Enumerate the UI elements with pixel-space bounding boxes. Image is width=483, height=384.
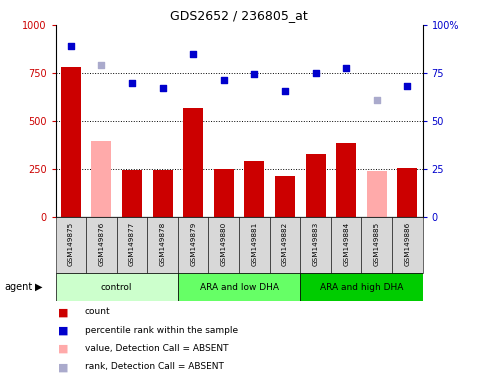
Text: ■: ■ [58,362,69,372]
Bar [306,154,326,217]
Point [128,79,136,86]
Point [373,97,381,103]
Bar [117,217,147,273]
Text: ARA and low DHA: ARA and low DHA [199,283,279,291]
Bar [61,67,81,217]
Text: GSM149882: GSM149882 [282,222,288,266]
Text: percentile rank within the sample: percentile rank within the sample [85,326,238,334]
Point [67,43,75,49]
Text: GSM149877: GSM149877 [129,222,135,266]
Bar [147,217,178,273]
Bar [56,217,86,273]
Point [251,71,258,77]
Text: ■: ■ [58,344,69,354]
Text: GSM149885: GSM149885 [374,222,380,266]
Bar [178,273,300,301]
Text: ARA and high DHA: ARA and high DHA [320,283,403,291]
Bar [239,217,270,273]
Bar [183,108,203,217]
Text: GSM149875: GSM149875 [68,222,74,266]
Text: GSM149884: GSM149884 [343,222,349,266]
Bar [367,171,387,217]
Point [98,62,105,68]
Point [342,65,350,71]
Point [281,88,289,94]
Bar [361,217,392,273]
Text: ▶: ▶ [35,282,43,292]
Bar [209,217,239,273]
Text: GSM149878: GSM149878 [159,222,166,266]
Bar [392,217,423,273]
Text: GSM149881: GSM149881 [251,222,257,266]
Text: GSM149880: GSM149880 [221,222,227,266]
Point [159,85,167,91]
Bar [244,161,264,217]
Bar [91,141,112,217]
Bar [336,143,356,217]
Point [312,70,319,76]
Text: control: control [101,283,132,291]
Text: GSM149876: GSM149876 [99,222,104,266]
Bar [300,273,423,301]
Bar [214,169,234,217]
Bar [122,170,142,217]
Bar [178,217,209,273]
Bar [331,217,361,273]
Point [189,51,197,57]
Text: ■: ■ [58,326,69,336]
Text: value, Detection Call = ABSENT: value, Detection Call = ABSENT [85,344,228,353]
Text: count: count [85,307,110,316]
Title: GDS2652 / 236805_at: GDS2652 / 236805_at [170,9,308,22]
Bar [270,217,300,273]
Bar [300,217,331,273]
Text: agent: agent [5,282,33,292]
Text: GSM149879: GSM149879 [190,222,196,266]
Bar [56,273,178,301]
Text: GSM149886: GSM149886 [404,222,411,266]
Point [220,77,227,83]
Bar [86,217,117,273]
Bar [398,168,417,217]
Text: ■: ■ [58,307,69,317]
Bar [275,176,295,217]
Bar [153,170,172,217]
Text: rank, Detection Call = ABSENT: rank, Detection Call = ABSENT [85,362,224,371]
Point [403,83,411,89]
Text: GSM149883: GSM149883 [313,222,319,266]
